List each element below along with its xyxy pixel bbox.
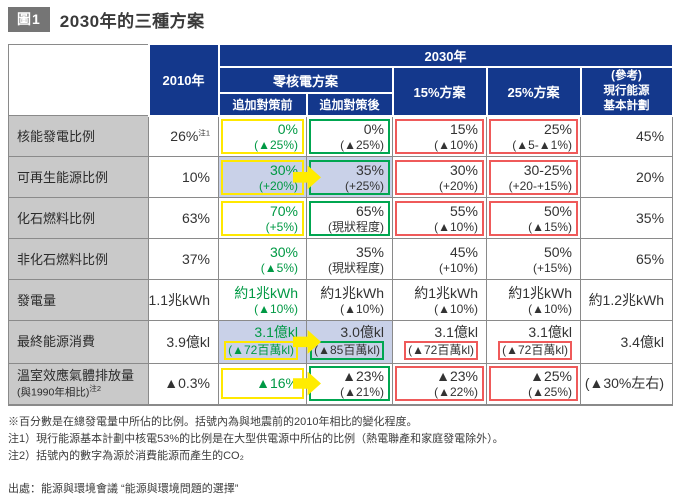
row-label: 化石燃料比例 [8, 197, 149, 240]
footnote-2: 注2）括號內的數字為源於消費能源而產生的CO₂ [8, 449, 244, 462]
header-after-measures: 追加對策後 [305, 92, 394, 117]
value-cell: 45% (+10%) [392, 238, 487, 281]
value-cell: 20% [579, 156, 674, 199]
header-25-plan: 25%方案 [485, 66, 582, 117]
value-cell: 37% [148, 238, 219, 281]
row-label: 溫室效應氣體排放量 (與1990年相比)注2 [8, 362, 149, 406]
value-cell: 0% (▲25%) [218, 115, 307, 158]
header-2030: 2030年 [217, 43, 674, 68]
table-row: 可再生能源比例 10% 30% (+20%) 35% (+25%) 30% (+20%) 30-… [8, 156, 674, 199]
value-cell: 30% (+20%) [392, 156, 487, 199]
value-cell: ▲23% (▲22%) [392, 362, 487, 406]
row-label: 非化石燃料比例 [8, 238, 149, 281]
value-cell: 26%注1 [148, 115, 219, 158]
value-cell: ▲25% (▲25%) [486, 362, 581, 406]
value-cell: 約1兆kWh (▲10%) [486, 279, 581, 322]
value-cell: ▲16% [218, 362, 321, 406]
table-body: 核能發電比例 26%注1 0% (▲25%) 0% (▲25%) 15% (▲10%) 25%(… [8, 115, 674, 406]
value-cell: 35% (現狀程度) [306, 238, 393, 281]
value-cell: 3.1億kl (▲72百萬kl) [486, 320, 581, 364]
header-before-measures: 追加對策前 [217, 92, 308, 117]
value-cell: 50% (+15%) [486, 238, 581, 281]
value-cell: 3.1億kl (▲72百萬kl) [392, 320, 487, 364]
corner-cell [8, 43, 149, 117]
value-cell: ▲0.3% [148, 362, 219, 406]
header-reference-plan: (參考) 現行能源 基本計劃 [579, 66, 674, 117]
value-cell: 3.4億kl [579, 320, 674, 364]
value-cell: 30% (▲5%) [218, 238, 307, 281]
value-cell: 70% (+5%) [218, 197, 307, 240]
value-cell: 10% [148, 156, 219, 199]
value-cell: 約1兆kWh (▲10%) [392, 279, 487, 322]
value-cell: 55% (▲10%) [392, 197, 487, 240]
value-cell: 65% [579, 238, 674, 281]
row-label: 核能發電比例 [8, 115, 149, 158]
value-cell: 65% (現狀程度) [306, 197, 393, 240]
table-row: 溫室效應氣體排放量 (與1990年相比)注2 ▲0.3% ▲16% ▲23% (▲21%)… [8, 362, 674, 406]
table-row: 非化石燃料比例 37% 30% (▲5%) 35% (現狀程度) 45% (+10%) 50%(… [8, 238, 674, 281]
value-cell: 約1兆kWh (▲10%) [218, 279, 307, 322]
figure-badge: 圖1 [8, 7, 50, 32]
table-row: 核能發電比例 26%注1 0% (▲25%) 0% (▲25%) 15% (▲10%) 25%(… [8, 115, 674, 158]
value-cell: 45% [579, 115, 674, 158]
table-row: 最終能源消費 3.9億kl 3.1億kl (▲72百萬kl) 3.0億kl (▲85百萬k… [8, 320, 674, 364]
value-cell: 50% (▲15%) [486, 197, 581, 240]
header-15-plan: 15%方案 [391, 66, 488, 117]
row-label: 發電量 [8, 279, 149, 322]
figure-titlebar: 圖1 2030年的三種方案 [8, 7, 672, 32]
value-cell: 3.1億kl (▲72百萬kl) [218, 320, 321, 364]
table-row: 發電量 1.1兆kWh 約1兆kWh (▲10%) 約1兆kWh (▲10%) 約1兆kWh… [8, 279, 674, 322]
table-row: 化石燃料比例 63% 70% (+5%) 65% (現狀程度) 55% (▲10%) 50% (▲… [8, 197, 674, 240]
figure-title: 2030年的三種方案 [59, 12, 205, 31]
value-cell: 約1兆kWh (▲10%) [306, 279, 393, 322]
value-cell: 1.1兆kWh [148, 279, 219, 322]
row-label: 最終能源消費 [8, 320, 149, 364]
value-cell: 30% (+20%) [218, 156, 321, 199]
value-cell: ▲23% (▲21%) [306, 362, 393, 406]
value-cell: 63% [148, 197, 219, 240]
header-zero-nuclear: 零核電方案 [217, 65, 394, 95]
value-cell: 0% (▲25%) [306, 115, 393, 158]
value-cell: 25% (▲5-▲1%) [486, 115, 581, 158]
value-cell: 約1.2兆kWh [579, 279, 674, 322]
value-cell: 35% (+25%) [306, 156, 393, 199]
source-line: 出處：能源與環境會議 “能源與環境問題的選擇” [8, 482, 239, 495]
footnote-1: 注1）現行能源基本計劃中核電53%的比例是在大型供電源中所佔的比例（熱電聯產和家… [8, 432, 504, 445]
value-cell: 35% [579, 197, 674, 240]
value-cell: 3.9億kl [148, 320, 219, 364]
row-label: 可再生能源比例 [8, 156, 149, 199]
plans-table: 2010年 2030年 零核電方案 15%方案 25%方案 (參考) 現行能源 … [8, 43, 674, 406]
value-cell: 15% (▲10%) [392, 115, 487, 158]
table-header: 2010年 2030年 零核電方案 15%方案 25%方案 (參考) 現行能源 … [8, 43, 674, 117]
footnote-general: ※百分數是在總發電量中所佔的比例。括號內為與地震前的2010年相比的變化程度。 [8, 415, 418, 428]
value-cell: 30-25% (+20-+15%) [486, 156, 581, 199]
footnotes: ※百分數是在總發電量中所佔的比例。括號內為與地震前的2010年相比的變化程度。 … [8, 414, 672, 465]
value-cell: (▲30%左右) [579, 362, 674, 406]
header-2010: 2010年 [147, 43, 220, 117]
